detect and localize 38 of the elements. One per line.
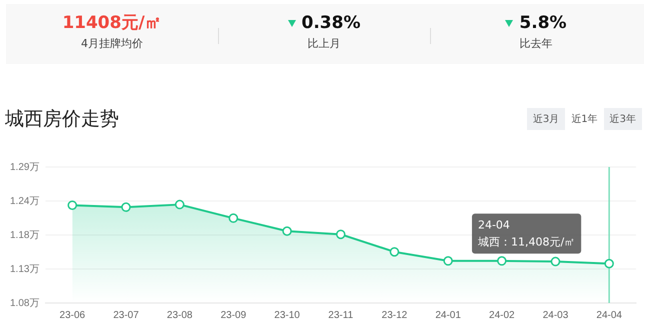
y-tick-label: 1.24万 xyxy=(10,196,40,207)
x-tick-label: 23-11 xyxy=(328,310,354,321)
x-tick-label: 23-12 xyxy=(382,310,408,321)
annotation: 24-04 城西：11,408元/㎡ xyxy=(476,218,576,248)
text: 近1年 xyxy=(565,108,604,130)
text: 5.8% xyxy=(519,13,567,33)
point xyxy=(68,200,78,210)
x-tick-label: 24-03 xyxy=(542,310,569,321)
point xyxy=(604,258,614,268)
point xyxy=(282,226,292,236)
y-tick-label: 1.13万 xyxy=(10,264,40,275)
point xyxy=(550,256,560,266)
point xyxy=(174,200,184,210)
x-tick-label: 24-02 xyxy=(489,310,516,321)
text: 11408元/㎡ xyxy=(62,13,162,33)
x-tick-label: 23-08 xyxy=(166,310,193,321)
point xyxy=(497,256,507,266)
y-tick-label: 1.18万 xyxy=(10,230,40,241)
point xyxy=(121,202,131,212)
x-tick-label: 24-01 xyxy=(435,310,462,321)
text: 比去年 xyxy=(518,36,554,51)
text: 近3月 xyxy=(532,112,560,127)
x-tick-label: 23-09 xyxy=(220,310,247,321)
text: 近3年 xyxy=(608,112,637,127)
x-tick-label: 23-06 xyxy=(60,310,86,321)
text: 0.38% xyxy=(302,13,360,33)
text: 比上月 xyxy=(306,36,342,51)
y-tick-label: 1.29万 xyxy=(10,162,40,173)
point xyxy=(336,230,346,240)
x-tick-label: 24-04 xyxy=(596,310,622,321)
chart-title: 城西房价走势 xyxy=(5,107,119,132)
x-tick-label: 23-07 xyxy=(113,310,140,321)
y-tick-label: 1.08万 xyxy=(10,298,40,309)
point xyxy=(228,213,238,223)
text: 4月挂牌均价 xyxy=(80,36,144,51)
x-tick-label: 23-10 xyxy=(274,310,300,321)
point xyxy=(390,247,400,257)
point xyxy=(443,256,453,266)
